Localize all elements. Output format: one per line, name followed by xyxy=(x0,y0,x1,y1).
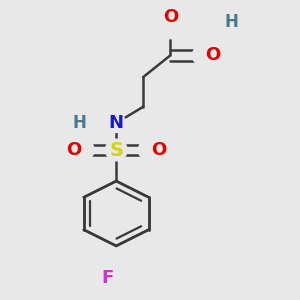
Circle shape xyxy=(105,139,127,161)
Circle shape xyxy=(81,116,94,130)
Text: N: N xyxy=(109,114,124,132)
Text: H: H xyxy=(224,13,238,31)
Text: O: O xyxy=(163,8,178,26)
Text: F: F xyxy=(101,269,113,287)
Circle shape xyxy=(138,140,159,160)
Text: O: O xyxy=(206,46,220,64)
Text: H: H xyxy=(73,114,86,132)
Circle shape xyxy=(108,270,124,286)
Text: O: O xyxy=(152,141,166,159)
Circle shape xyxy=(74,140,94,160)
Text: O: O xyxy=(66,141,81,159)
Circle shape xyxy=(192,45,213,66)
Text: S: S xyxy=(109,140,123,160)
Circle shape xyxy=(160,18,181,39)
Circle shape xyxy=(107,113,126,132)
Circle shape xyxy=(216,26,230,39)
